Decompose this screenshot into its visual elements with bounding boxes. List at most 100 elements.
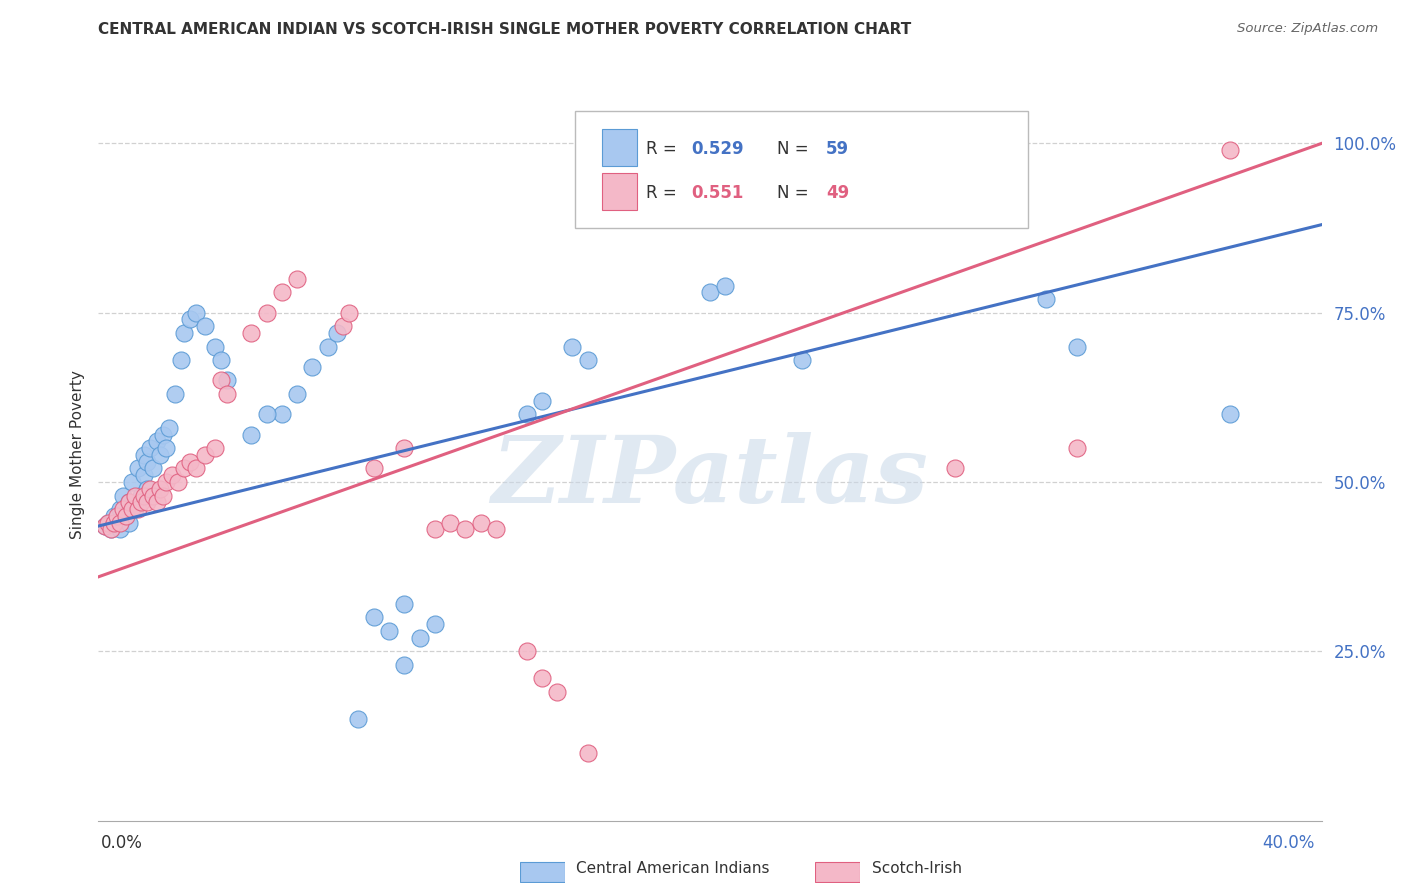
Point [943,461,966,475]
Point [152,489,174,503]
Text: 40.0%: 40.0% [1263,834,1315,852]
Point [155,475,177,489]
Text: N =: N = [778,140,814,158]
Point [97,516,120,530]
Text: R =: R = [647,184,682,202]
Point [699,285,721,300]
Y-axis label: Single Mother Poverty: Single Mother Poverty [69,370,84,540]
Point [139,441,162,455]
Point [363,461,385,475]
Point [111,489,134,503]
Point [1219,407,1241,421]
Point [170,353,193,368]
Point [111,502,134,516]
Point [209,373,232,387]
Point [714,278,737,293]
Point [576,746,599,760]
Point [240,427,263,442]
Point [256,306,278,320]
Text: R =: R = [647,140,682,158]
Point [470,516,492,530]
Point [186,461,208,475]
Point [118,495,141,509]
Point [173,326,195,340]
Point [285,272,308,286]
Point [136,495,159,509]
Point [100,523,122,537]
Point [103,508,125,523]
Point [115,508,138,523]
Text: Scotch-Irish: Scotch-Irish [872,862,962,876]
Point [142,489,165,503]
Point [301,359,323,374]
Point [142,461,165,475]
Point [392,441,416,455]
Point [129,489,152,503]
Point [316,340,339,354]
Point [546,685,568,699]
Point [139,482,162,496]
Point [149,448,172,462]
Text: Central American Indians: Central American Indians [576,862,770,876]
Point [1066,441,1088,455]
Text: ZIPatlas: ZIPatlas [492,432,928,522]
Point [118,495,141,509]
Text: N =: N = [778,184,814,202]
Point [209,353,232,368]
Point [790,353,813,368]
Point [194,448,217,462]
Point [392,657,416,672]
Point [332,319,354,334]
Point [256,407,278,421]
Point [530,393,553,408]
Point [1219,143,1241,157]
Point [105,508,128,523]
Point [423,617,446,632]
Point [163,387,186,401]
Text: 0.0%: 0.0% [101,834,143,852]
Point [240,326,263,340]
Point [149,482,172,496]
Point [160,468,183,483]
Point [408,631,430,645]
Point [127,502,149,516]
Bar [602,173,637,210]
Point [173,461,195,475]
Point [337,306,360,320]
Text: CENTRAL AMERICAN INDIAN VS SCOTCH-IRISH SINGLE MOTHER POVERTY CORRELATION CHART: CENTRAL AMERICAN INDIAN VS SCOTCH-IRISH … [98,22,911,37]
Point [127,461,149,475]
Point [1035,292,1057,306]
Point [108,516,131,530]
Point [204,340,226,354]
Point [108,502,131,516]
Point [108,523,131,537]
Point [392,597,416,611]
Point [136,482,159,496]
Point [121,502,143,516]
Point [215,373,238,387]
Point [100,523,122,537]
Point [118,516,141,530]
Point [124,502,146,516]
Point [347,712,370,726]
Point [124,489,146,503]
Point [115,508,138,523]
Point [439,516,461,530]
Point [121,475,143,489]
Point [167,475,190,489]
Point [285,387,308,401]
Point [454,523,477,537]
Point [129,495,152,509]
Text: 49: 49 [827,184,849,202]
Point [152,427,174,442]
Bar [602,129,637,166]
Point [326,326,349,340]
Point [485,523,508,537]
Point [97,516,120,530]
Point [155,441,177,455]
Point [516,407,538,421]
Point [363,610,385,624]
Point [186,306,208,320]
Point [134,468,156,483]
Point [576,353,599,368]
